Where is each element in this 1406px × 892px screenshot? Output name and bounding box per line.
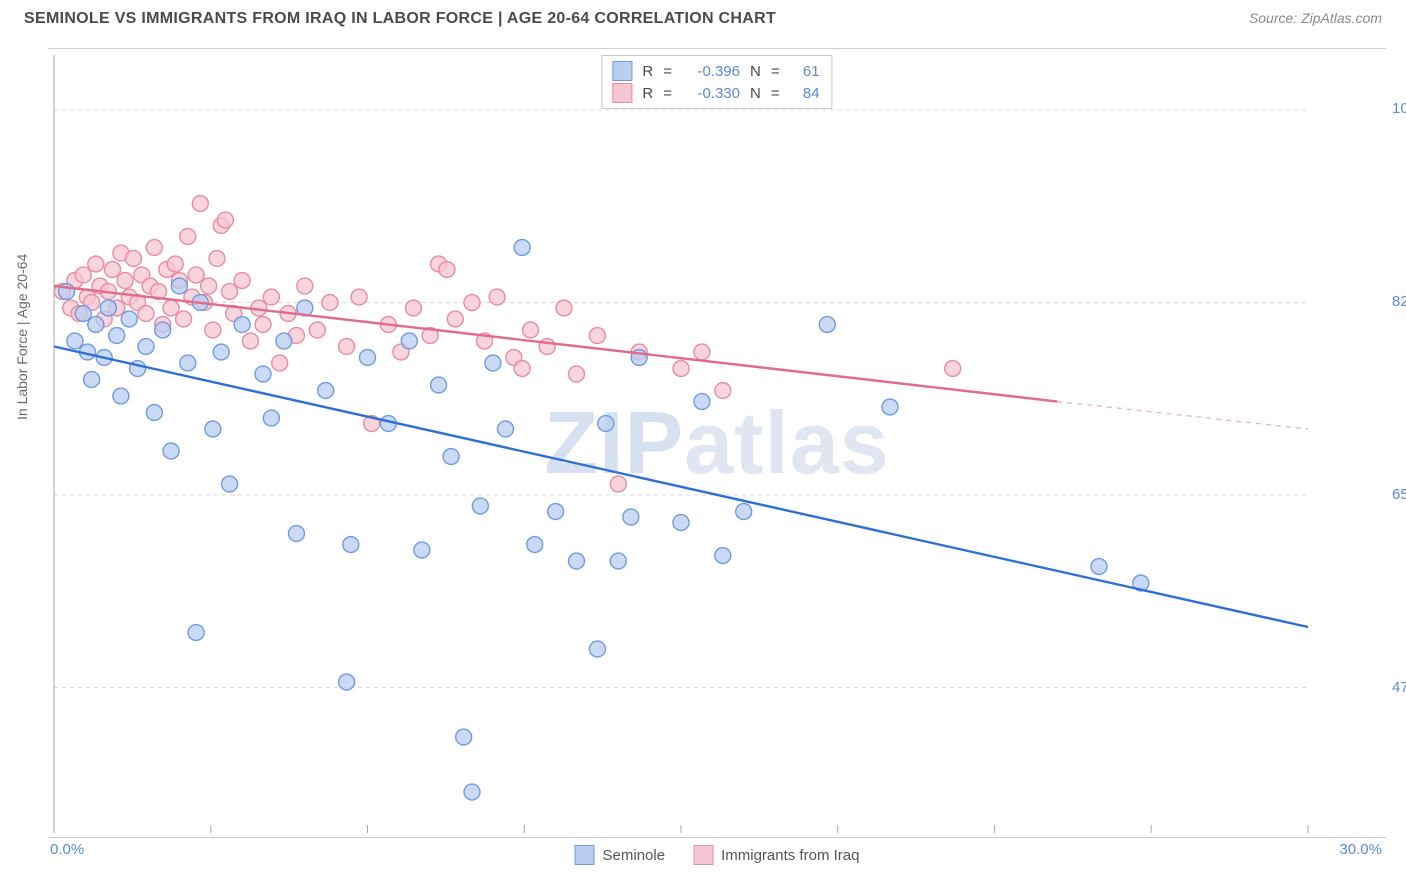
legend-swatch-blue	[612, 61, 632, 81]
legend-stats-row-0: R = -0.396 N = 61	[612, 60, 819, 82]
legend-r-label: R	[642, 63, 653, 80]
legend-n-label: N	[750, 85, 761, 102]
x-tick-label: 0.0%	[50, 841, 84, 858]
legend-n-value-0: 61	[790, 63, 820, 80]
legend-n-label: N	[750, 63, 761, 80]
chart-svg	[48, 49, 1386, 837]
y-tick-label: 47.5%	[1392, 679, 1406, 696]
legend-swatch-pink	[612, 83, 632, 103]
y-tick-label: 82.5%	[1392, 293, 1406, 310]
source-attribution: Source: ZipAtlas.com	[1249, 10, 1382, 26]
legend-n-value-1: 84	[790, 85, 820, 102]
legend-eq: =	[771, 85, 780, 102]
legend-eq: =	[771, 63, 780, 80]
y-tick-label: 65.0%	[1392, 486, 1406, 503]
chart-area: ZIPatlas R = -0.396 N = 61 R = -0.330 N …	[48, 48, 1386, 838]
legend-r-value-0: -0.396	[682, 63, 740, 80]
y-axis-label: In Labor Force | Age 20-64	[14, 254, 30, 420]
legend-r-label: R	[642, 85, 653, 102]
chart-title: SEMINOLE VS IMMIGRANTS FROM IRAQ IN LABO…	[24, 10, 776, 28]
legend-r-value-1: -0.330	[682, 85, 740, 102]
y-tick-label: 100.0%	[1392, 100, 1406, 117]
x-tick-label: 30.0%	[1339, 841, 1382, 858]
legend-eq: =	[663, 63, 672, 80]
legend-stats: R = -0.396 N = 61 R = -0.330 N = 84	[601, 55, 832, 109]
legend-eq: =	[663, 85, 672, 102]
legend-stats-row-1: R = -0.330 N = 84	[612, 82, 819, 104]
